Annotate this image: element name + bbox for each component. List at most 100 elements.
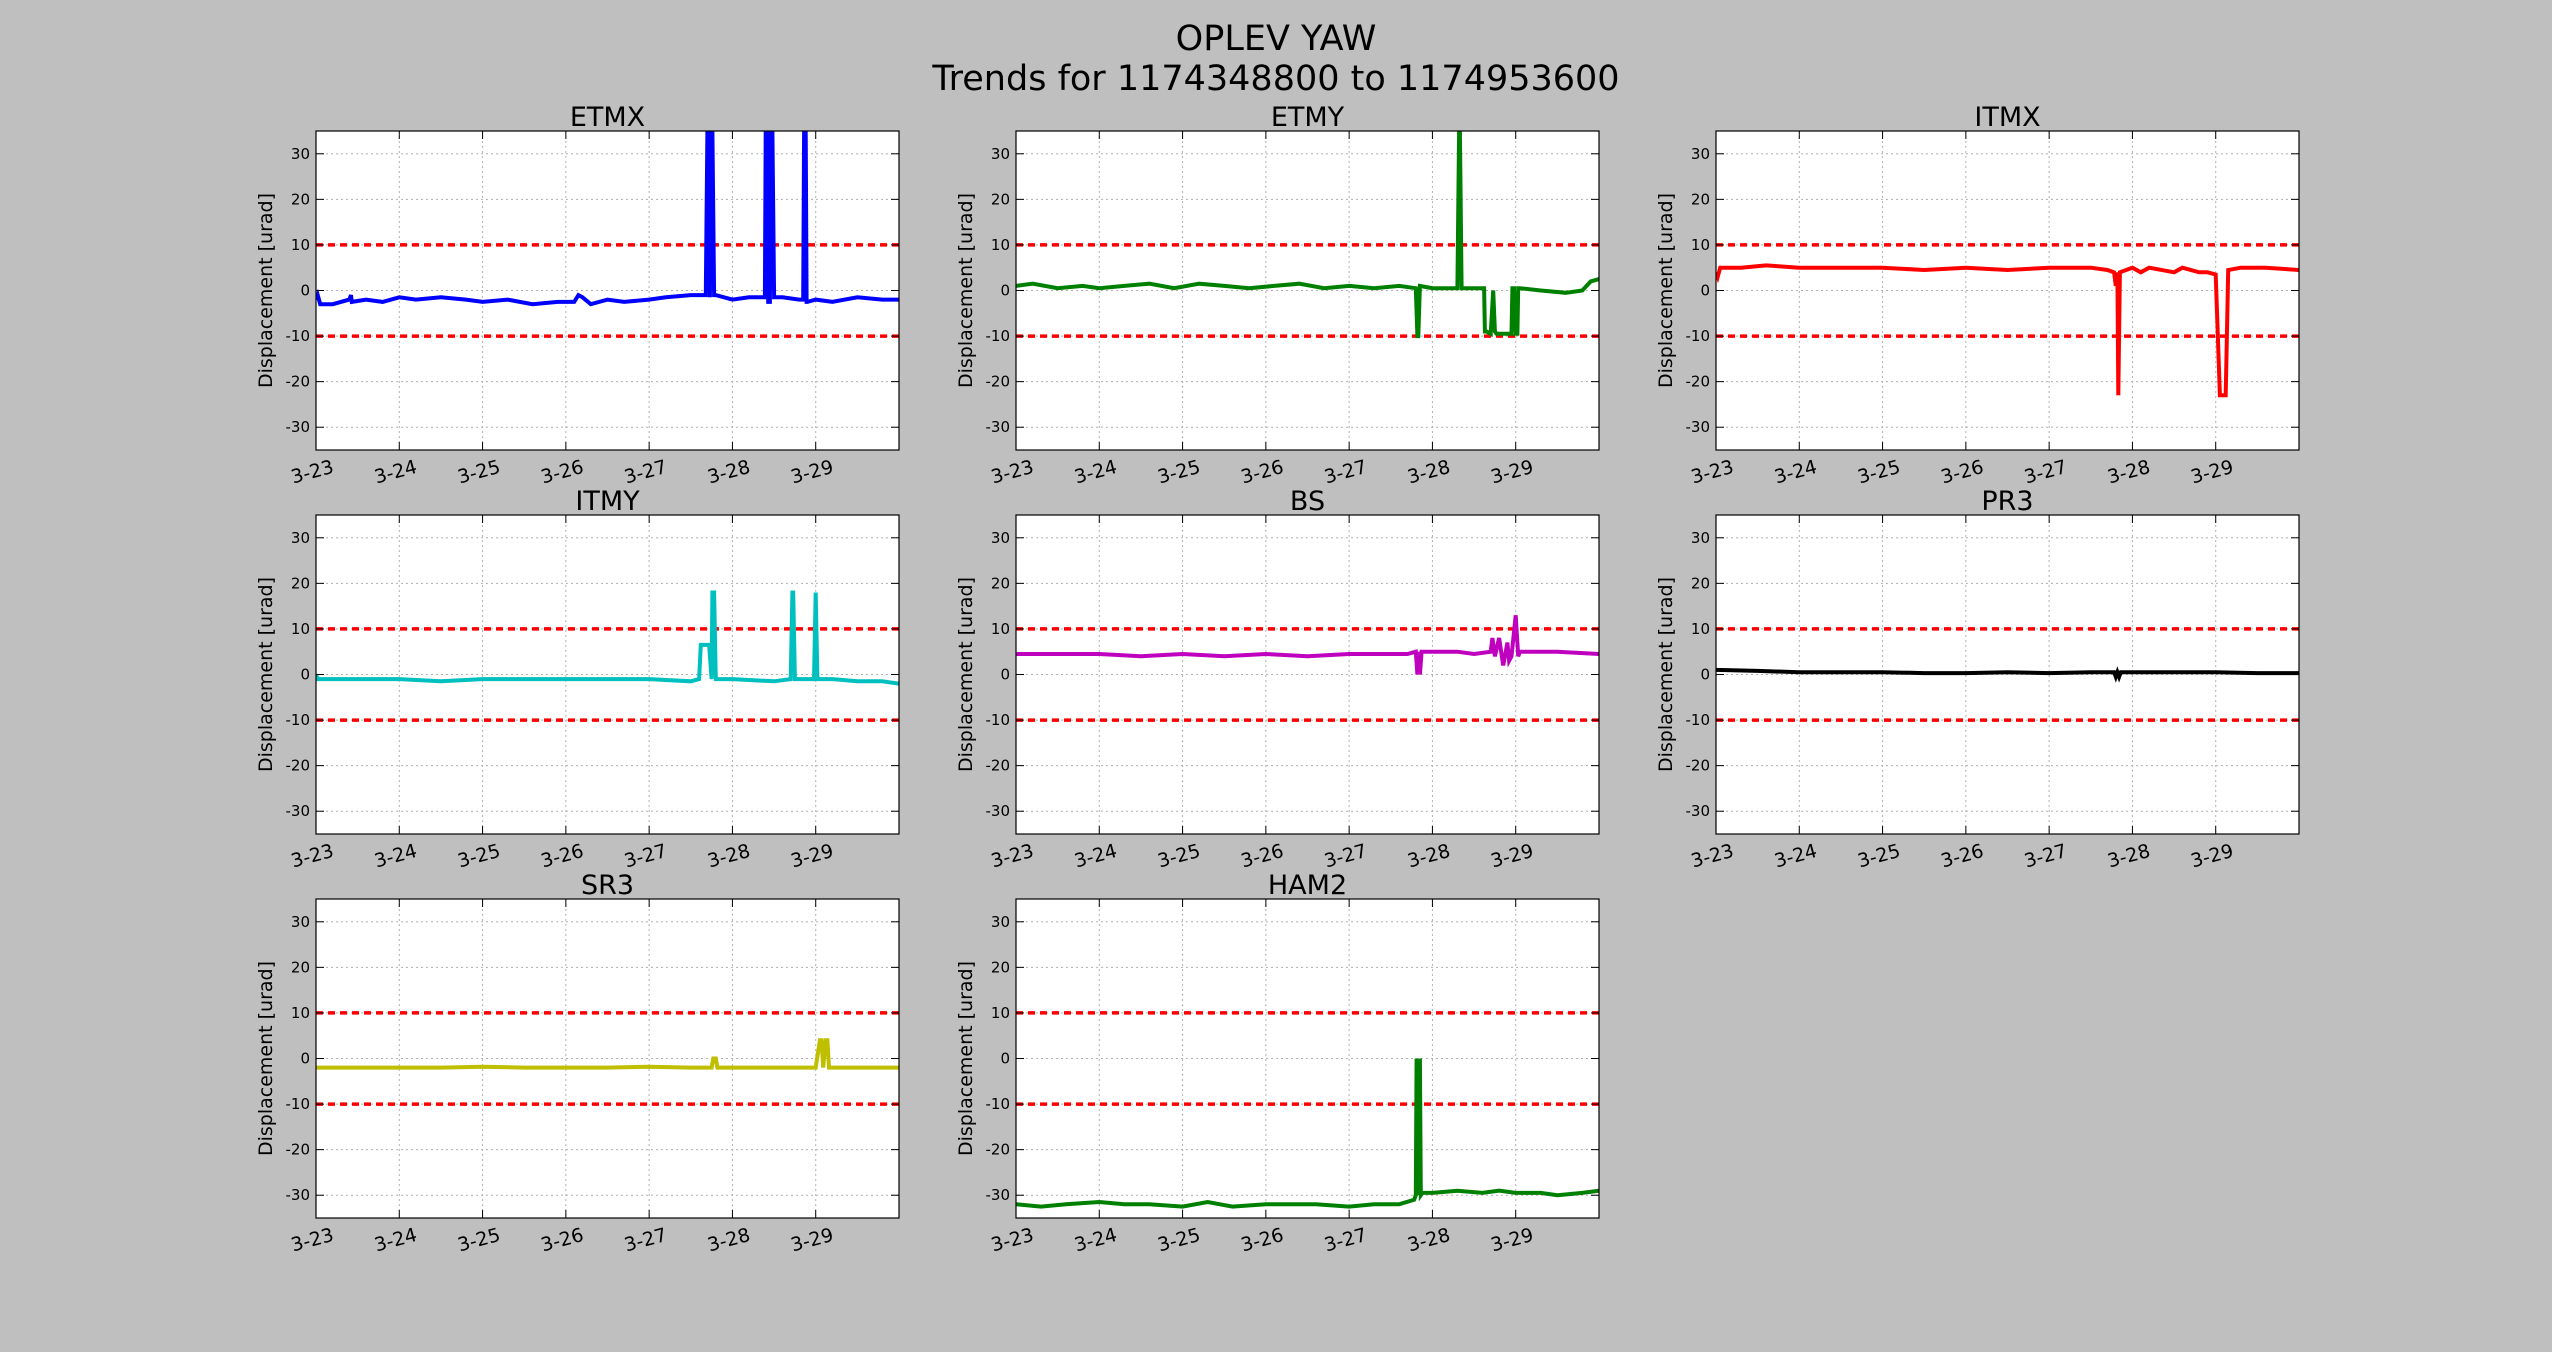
y-tick-label: -20 bbox=[986, 1141, 1011, 1159]
x-tick-label: 3-23 bbox=[1689, 456, 1736, 488]
y-tick-label: -10 bbox=[286, 711, 311, 729]
figure-title: OPLEV YAW bbox=[1176, 19, 1377, 59]
x-tick-label: 3-29 bbox=[788, 456, 835, 488]
x-tick-label: 3-23 bbox=[289, 456, 336, 488]
x-tick-label: 3-24 bbox=[372, 456, 419, 488]
y-tick-label: -10 bbox=[1686, 711, 1711, 729]
panel-title: BS bbox=[1290, 486, 1325, 517]
y-tick-label: -10 bbox=[986, 327, 1011, 345]
x-tick-label: 3-23 bbox=[289, 840, 336, 872]
series-line bbox=[1016, 1058, 1599, 1209]
x-tick-label: 3-27 bbox=[1322, 456, 1369, 488]
x-tick-label: 3-27 bbox=[2022, 840, 2069, 872]
y-tick-label: 30 bbox=[291, 529, 310, 547]
x-tick-label: 3-24 bbox=[1772, 456, 1819, 488]
x-tick-label: 3-27 bbox=[2022, 456, 2069, 488]
x-tick-label: 3-27 bbox=[622, 1224, 669, 1256]
x-tick-label: 3-24 bbox=[372, 840, 419, 872]
y-tick-label: 30 bbox=[1691, 529, 1710, 547]
y-tick-label: 0 bbox=[300, 1050, 310, 1068]
panels-container: -30 -20 -10 0 10 20 30 3-23 3-24 3-25 3-26 3-27 3-28… bbox=[255, 102, 2300, 1256]
panel-title: ETMY bbox=[1271, 102, 1345, 133]
x-tick-label: 3-24 bbox=[1072, 456, 1119, 488]
x-tick-label: 3-29 bbox=[788, 840, 835, 872]
x-tick-label: 3-25 bbox=[1855, 840, 1902, 872]
x-tick-label: 3-28 bbox=[705, 456, 752, 488]
x-tick-label: 3-28 bbox=[705, 1224, 752, 1256]
y-tick-label: 10 bbox=[991, 1004, 1010, 1022]
x-tick-label: 3-25 bbox=[1855, 456, 1902, 488]
y-tick-label: -10 bbox=[286, 1095, 311, 1113]
y-tick-label: -30 bbox=[986, 418, 1011, 436]
y-tick-label: -20 bbox=[1686, 757, 1711, 775]
y-tick-label: 30 bbox=[991, 145, 1010, 163]
y-tick-label: 20 bbox=[1691, 574, 1710, 592]
panel-pr3: -30 -20 -10 0 10 20 30 3-23 3-24 3-25 3-26 3-27 3-28… bbox=[1655, 486, 2300, 872]
panel-etmx: -30 -20 -10 0 10 20 30 3-23 3-24 3-25 3-26 3-27 3-28… bbox=[255, 102, 900, 488]
y-tick-label: -10 bbox=[986, 711, 1011, 729]
panel-title: ITMX bbox=[1974, 102, 2040, 133]
y-tick-label: 30 bbox=[991, 913, 1010, 931]
y-tick-label: 10 bbox=[291, 236, 310, 254]
y-tick-label: 10 bbox=[1691, 620, 1710, 638]
series-line bbox=[316, 1038, 899, 1070]
x-tick-label: 3-26 bbox=[539, 840, 586, 872]
y-tick-label: -10 bbox=[986, 1095, 1011, 1113]
y-tick-label: 0 bbox=[1700, 666, 1710, 684]
y-axis-label: Displacement [urad] bbox=[1655, 193, 1677, 388]
y-tick-label: -20 bbox=[286, 1141, 311, 1159]
y-tick-label: 0 bbox=[300, 666, 310, 684]
x-tick-label: 3-24 bbox=[1772, 840, 1819, 872]
y-tick-label: -30 bbox=[286, 418, 311, 436]
y-tick-label: -30 bbox=[286, 1186, 311, 1204]
y-tick-label: 20 bbox=[991, 958, 1010, 976]
y-tick-label: -30 bbox=[1686, 802, 1711, 820]
x-tick-label: 3-29 bbox=[1488, 840, 1535, 872]
y-tick-label: 20 bbox=[991, 190, 1010, 208]
y-tick-label: 20 bbox=[291, 574, 310, 592]
y-tick-label: 30 bbox=[1691, 145, 1710, 163]
y-axis-label: Displacement [urad] bbox=[255, 577, 277, 772]
x-tick-label: 3-24 bbox=[1072, 840, 1119, 872]
x-tick-label: 3-25 bbox=[1155, 1224, 1202, 1256]
y-tick-label: -20 bbox=[1686, 373, 1711, 391]
y-tick-label: 0 bbox=[1000, 666, 1010, 684]
x-tick-label: 3-26 bbox=[1939, 840, 1986, 872]
panel-title: ITMY bbox=[575, 486, 640, 517]
x-tick-label: 3-25 bbox=[455, 840, 502, 872]
x-tick-label: 3-29 bbox=[788, 1224, 835, 1256]
y-tick-label: 30 bbox=[291, 913, 310, 931]
panel-title: HAM2 bbox=[1268, 870, 1347, 901]
x-tick-label: 3-25 bbox=[455, 1224, 502, 1256]
x-tick-label: 3-28 bbox=[1405, 840, 1452, 872]
y-tick-label: 0 bbox=[1700, 282, 1710, 300]
figure-subtitle: Trends for 1174348800 to 1174953600 bbox=[931, 59, 1619, 99]
x-tick-label: 3-27 bbox=[1322, 840, 1369, 872]
panel-itmy: -30 -20 -10 0 10 20 30 3-23 3-24 3-25 3-26 3-27 3-28… bbox=[255, 486, 900, 872]
panel-ham2: -30 -20 -10 0 10 20 30 3-23 3-24 3-25 3-26 3-27 3-28… bbox=[955, 870, 1600, 1256]
x-tick-label: 3-23 bbox=[989, 456, 1036, 488]
y-tick-label: -20 bbox=[286, 373, 311, 391]
y-tick-label: 20 bbox=[991, 574, 1010, 592]
y-tick-label: -30 bbox=[1686, 418, 1711, 436]
y-tick-label: 10 bbox=[991, 236, 1010, 254]
y-tick-label: 0 bbox=[1000, 282, 1010, 300]
y-tick-label: 10 bbox=[991, 620, 1010, 638]
y-tick-label: 10 bbox=[291, 1004, 310, 1022]
x-tick-label: 3-24 bbox=[1072, 1224, 1119, 1256]
y-axis-label: Displacement [urad] bbox=[255, 193, 277, 388]
series-line bbox=[1016, 615, 1599, 675]
series-line bbox=[1016, 131, 1599, 339]
x-tick-label: 3-23 bbox=[1689, 840, 1736, 872]
x-tick-label: 3-29 bbox=[1488, 1224, 1535, 1256]
x-tick-label: 3-25 bbox=[1155, 840, 1202, 872]
y-axis-label: Displacement [urad] bbox=[955, 961, 977, 1156]
x-tick-label: 3-27 bbox=[1322, 1224, 1369, 1256]
x-tick-label: 3-26 bbox=[539, 456, 586, 488]
y-tick-label: -20 bbox=[986, 373, 1011, 391]
panel-title: SR3 bbox=[581, 870, 634, 901]
y-axis-label: Displacement [urad] bbox=[1655, 577, 1677, 772]
y-axis-label: Displacement [urad] bbox=[955, 577, 977, 772]
x-tick-label: 3-26 bbox=[1239, 456, 1286, 488]
y-tick-label: 10 bbox=[1691, 236, 1710, 254]
